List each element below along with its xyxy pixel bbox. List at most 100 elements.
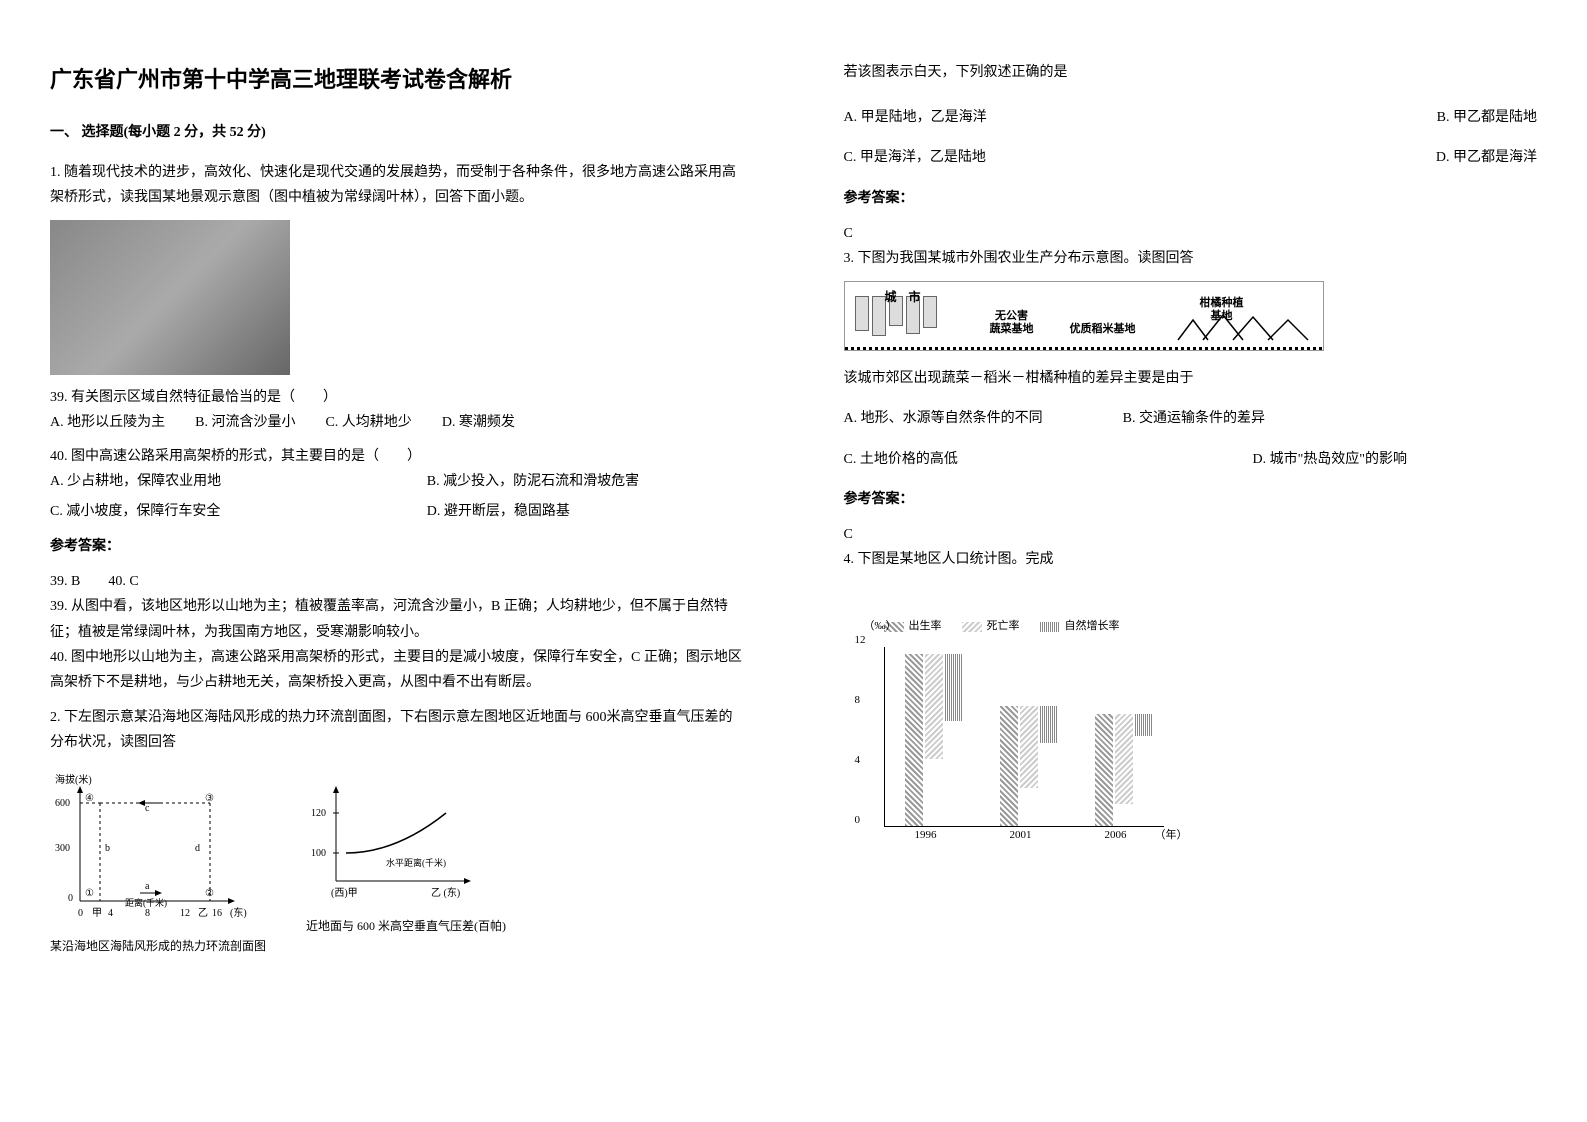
- pressure-x-axis: 水平距离(千米): [386, 857, 446, 868]
- city-label-rice: 优质稻米基地: [1070, 320, 1136, 340]
- explain-40: 40. 图中地形以山地为主，高速公路采用高架桥的形式，主要目的是减小坡度，保障行…: [50, 645, 744, 695]
- building: [872, 296, 886, 336]
- mountain-icon: [1173, 305, 1313, 345]
- q2-opt-c: C. 甲是海洋，乙是陆地: [844, 145, 986, 170]
- chart-y8: 8: [855, 691, 861, 711]
- explain-39: 39. 从图中看，该地区地形以山地为主；植被覆盖率高，河流含沙量小，B 正确；人…: [50, 594, 744, 644]
- bar-death-1996: [925, 654, 943, 759]
- thermal-diagram-box: 海拔(米) 600 300 0 ④ ③ ① ② c: [50, 771, 266, 958]
- chart-y-unit: （‰）: [864, 617, 897, 637]
- q2-opt-a: A. 甲是陆地，乙是海洋: [844, 105, 987, 130]
- pressure-yi: 乙 (东): [431, 886, 460, 899]
- legend-death-box: [962, 622, 982, 632]
- q2-opt-b: B. 甲乙都是陆地: [1437, 105, 1537, 130]
- section-1-header: 一、 选择题(每小题 2 分，共 52 分): [50, 120, 744, 145]
- legend-birth-label: 出生率: [909, 617, 942, 637]
- q3-answer: C: [844, 522, 1538, 547]
- thermal-x16: 16: [212, 908, 222, 919]
- bar-death-2006: [1115, 714, 1133, 804]
- q40-options: A. 少占耕地，保障农业用地 B. 减少投入，防泥石流和滑坡危害 C. 减小坡度…: [50, 469, 744, 524]
- q3-options-row1: A. 地形、水源等自然条件的不同 B. 交通运输条件的差异: [844, 406, 1538, 431]
- pressure-caption: 近地面与 600 米高空垂直气压差(百帕): [306, 916, 506, 938]
- thermal-yi: 乙: [198, 907, 208, 919]
- bar-growth-2001: [1040, 706, 1058, 743]
- thermal-jia: 甲: [92, 908, 102, 919]
- pressure-diagram-box: 120 100 水平距离(千米) (西)甲 乙 (东) 近地面与 600 米高空…: [306, 771, 506, 958]
- q39-opt-d: D. 寒潮频发: [442, 410, 515, 435]
- q40-opt-d: D. 避开断层，稳固路基: [427, 499, 744, 524]
- q39-options: A. 地形以丘陵为主 B. 河流含沙量小 C. 人均耕地少 D. 寒潮频发: [50, 410, 744, 435]
- highway-image: [50, 220, 290, 375]
- q39-opt-a: A. 地形以丘陵为主: [50, 410, 165, 435]
- thermal-y0: 0: [68, 893, 73, 904]
- q2-options-row2: C. 甲是海洋，乙是陆地 D. 甲乙都是海洋: [844, 145, 1538, 170]
- thermal-x0: 0: [78, 908, 83, 919]
- bar-group-1996: [905, 654, 963, 826]
- pressure-y120: 120: [311, 808, 326, 819]
- q39-text: 39. 有关图示区域自然特征最恰当的是（ ）: [50, 385, 744, 410]
- thermal-pt-b: b: [105, 843, 110, 854]
- bar-growth-1996: [945, 654, 963, 721]
- city-label-city: 城 市: [885, 287, 921, 309]
- q2-text: 若该图表示白天，下列叙述正确的是: [844, 60, 1538, 85]
- q3-options-row2: C. 土地价格的高低 D. 城市"热岛效应"的影响: [844, 447, 1538, 472]
- chart-x1996: 1996: [915, 826, 937, 846]
- thermal-pt-c: c: [145, 803, 150, 814]
- q3-opt-a: A. 地形、水源等自然条件的不同: [844, 406, 1043, 431]
- q3-text: 该城市郊区出现蔬菜－稻米－柑橘种植的差异主要是由于: [844, 366, 1538, 391]
- q3-opt-d: D. 城市"热岛效应"的影响: [1252, 447, 1407, 472]
- pressure-jia: (西)甲: [331, 888, 358, 899]
- thermal-c4: ④: [85, 793, 94, 804]
- city-diagram: 城 市 无公害蔬菜基地 优质稻米基地 柑橘种植基地: [844, 281, 1324, 351]
- legend-death: 死亡率: [962, 617, 1020, 637]
- chart-y12: 12: [855, 631, 866, 651]
- bar-birth-2001: [1000, 706, 1018, 826]
- left-column: 广东省广州市第十中学高三地理联考试卷含解析 一、 选择题(每小题 2 分，共 5…: [0, 0, 794, 1122]
- building: [855, 296, 869, 331]
- diagram-row: 海拔(米) 600 300 0 ④ ③ ① ② c: [50, 771, 744, 958]
- chart-y0: 0: [855, 811, 861, 831]
- pressure-diagram: 120 100 水平距离(千米) (西)甲 乙 (东): [306, 771, 486, 911]
- thermal-pt-d: d: [195, 843, 200, 854]
- thermal-x4: 4: [108, 908, 113, 919]
- thermal-y300: 300: [55, 843, 70, 854]
- q3-opt-c: C. 土地价格的高低: [844, 447, 958, 472]
- thermal-x-axis: 距离(千米): [125, 897, 167, 908]
- thermal-diagram: 海拔(米) 600 300 0 ④ ③ ① ② c: [50, 771, 250, 931]
- pressure-y100: 100: [311, 848, 326, 859]
- chart-legend: 出生率 死亡率 自然增长率: [884, 617, 1194, 637]
- right-column: 若该图表示白天，下列叙述正确的是 A. 甲是陆地，乙是海洋 B. 甲乙都是陆地 …: [794, 0, 1587, 1122]
- q39-opt-b: B. 河流含沙量小: [195, 410, 295, 435]
- q40-opt-a: A. 少占耕地，保障农业用地: [50, 469, 367, 494]
- bar-growth-2006: [1135, 714, 1153, 736]
- answer-header-3: 参考答案：: [844, 487, 1538, 512]
- q3-intro: 3. 下图为我国某城市外围农业生产分布示意图。读图回答: [844, 246, 1538, 271]
- chart-x2006: 2006: [1105, 826, 1127, 846]
- q2-intro: 2. 下左图示意某沿海地区海陆风形成的热力环流剖面图，下右图示意左图地区近地面与…: [50, 705, 744, 755]
- thermal-pt-a: a: [145, 881, 150, 892]
- city-label-veg: 无公害蔬菜基地: [990, 310, 1034, 336]
- answer-39-40: 39. B 40. C: [50, 569, 744, 594]
- legend-growth: 自然增长率: [1040, 617, 1120, 637]
- chart-x2001: 2001: [1010, 826, 1032, 846]
- q39-opt-c: C. 人均耕地少: [325, 410, 411, 435]
- q3-opt-b: B. 交通运输条件的差异: [1123, 406, 1265, 431]
- chart-x-unit: （年）: [1155, 826, 1188, 846]
- chart-y4: 4: [855, 751, 861, 771]
- q40-opt-b: B. 减少投入，防泥石流和滑坡危害: [427, 469, 744, 494]
- bar-death-2001: [1020, 706, 1038, 788]
- population-chart: （‰） 12 8 4 0 1996 2001 2006: [844, 617, 1194, 867]
- ground-line: [845, 347, 1323, 350]
- thermal-x12: 12: [180, 908, 190, 919]
- legend-growth-label: 自然增长率: [1065, 617, 1120, 637]
- chart-axes: 12 8 4 0 1996 2001 2006 （年）: [884, 647, 1164, 827]
- q2-opt-d: D. 甲乙都是海洋: [1436, 145, 1537, 170]
- thermal-c3: ③: [205, 793, 214, 804]
- thermal-caption: 某沿海地区海陆风形成的热力环流剖面图: [50, 936, 266, 958]
- thermal-c1: ①: [85, 888, 94, 899]
- thermal-x8: 8: [145, 908, 150, 919]
- q4-intro: 4. 下图是某地区人口统计图。完成: [844, 547, 1538, 572]
- thermal-y600: 600: [55, 798, 70, 809]
- thermal-svg: 海拔(米) 600 300 0 ④ ③ ① ② c: [50, 771, 250, 931]
- answer-header-1: 参考答案：: [50, 534, 744, 559]
